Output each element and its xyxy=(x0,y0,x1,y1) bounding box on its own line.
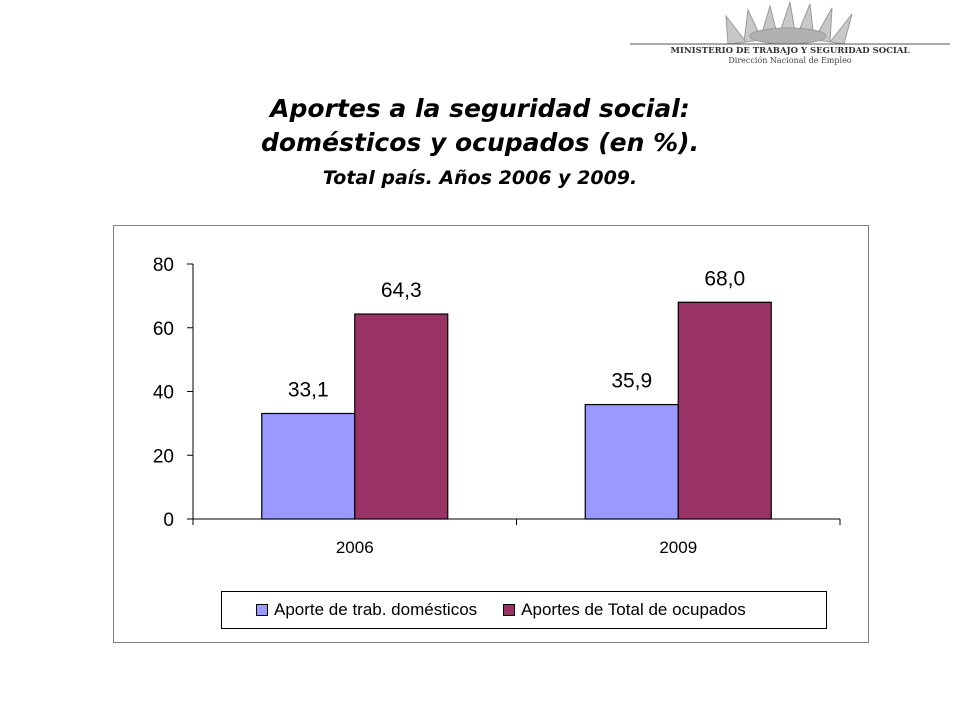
legend-label-ocupados: Aportes de Total de ocupados xyxy=(521,600,746,619)
y-tick-label: 80 xyxy=(153,255,174,276)
y-tick-label: 40 xyxy=(153,383,174,404)
bar-value-label: 35,9 xyxy=(611,370,652,393)
chart-subtitle: Total país. Años 2006 y 2009. xyxy=(322,167,638,189)
logo-line2: Dirección Nacional de Empleo xyxy=(728,56,851,65)
legend-item-domesticos: Aporte de trab. domésticos xyxy=(256,600,477,620)
y-tick-label: 20 xyxy=(153,446,174,467)
title-line-1: Aportes a la seguridad social: xyxy=(270,94,690,123)
bar-value-label: 64,3 xyxy=(381,279,422,302)
logo-line1: MINISTERIO DE TRABAJO Y SEGURIDAD SOCIAL xyxy=(671,46,910,56)
bar xyxy=(584,403,679,520)
bar xyxy=(261,412,356,520)
legend-swatch-domesticos xyxy=(256,604,268,616)
chart-legend: Aporte de trab. domésticos Aportes de To… xyxy=(221,591,827,629)
bar xyxy=(354,313,449,520)
y-tick-label: 60 xyxy=(153,319,174,340)
chart-title: Aportes a la seguridad social: doméstico… xyxy=(0,92,960,192)
legend-swatch-ocupados xyxy=(503,604,516,616)
ministry-logo: MINISTERIO DE TRABAJO Y SEGURIDAD SOCIAL… xyxy=(620,0,960,72)
bar xyxy=(677,301,772,520)
title-line-2: domésticos y ocupados (en %). xyxy=(260,128,700,157)
bar-value-label: 68,0 xyxy=(704,267,745,290)
legend-item-ocupados: Aportes de Total de ocupados xyxy=(503,600,746,620)
legend-label-domesticos: Aporte de trab. domésticos xyxy=(274,600,478,619)
bar-value-label: 33,1 xyxy=(288,378,329,401)
x-category-label: 2009 xyxy=(659,538,697,557)
sun-emblem-icon xyxy=(725,1,853,45)
x-category-label: 2006 xyxy=(336,538,374,557)
y-tick-label: 0 xyxy=(163,510,174,531)
